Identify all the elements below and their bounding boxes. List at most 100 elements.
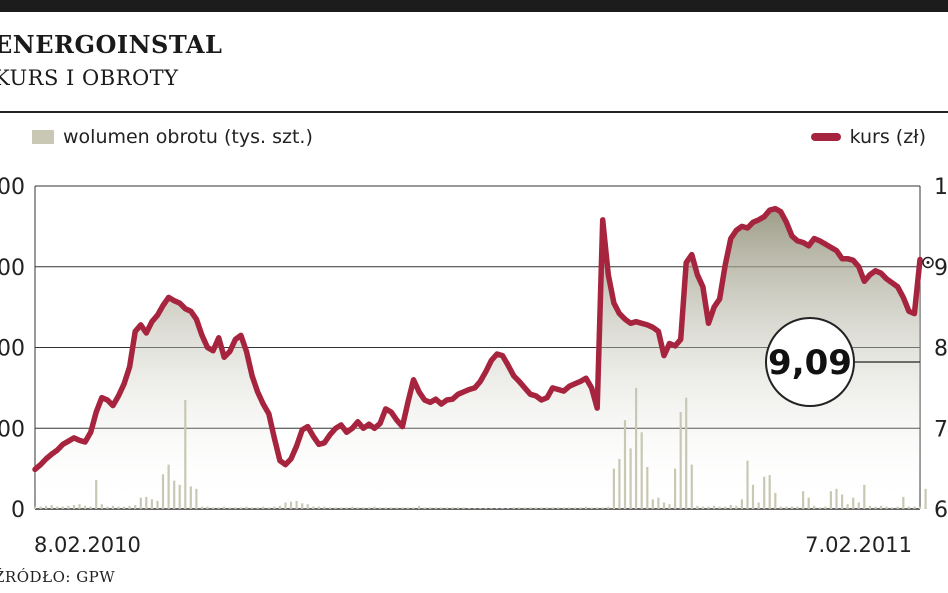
- volume-bar: [434, 507, 437, 509]
- volume-bar: [468, 508, 471, 509]
- volume-bar: [863, 484, 866, 509]
- volume-bar: [768, 475, 771, 509]
- volume-bar: [529, 507, 532, 509]
- volume-bar: [445, 507, 448, 509]
- volume-bar: [818, 507, 821, 509]
- volume-bar: [590, 507, 593, 509]
- volume-bar: [189, 486, 192, 509]
- left-axis-tick: 100: [0, 417, 25, 442]
- volume-swatch: [32, 130, 54, 144]
- volume-bar: [72, 505, 76, 509]
- volume-bar: [668, 504, 671, 509]
- volume-bar: [891, 507, 894, 509]
- volume-bar: [701, 506, 704, 509]
- volume-bar: [239, 507, 242, 509]
- volume-bar: [779, 506, 782, 509]
- volume-bar: [56, 506, 59, 509]
- chart-subtitle: KURS I OBROTY: [0, 66, 179, 90]
- volume-bar: [61, 506, 64, 509]
- volume-bar: [312, 506, 315, 509]
- volume-bar: [835, 488, 838, 509]
- volume-bar: [484, 508, 487, 509]
- price-callout: 9,09: [765, 317, 920, 407]
- volume-bar: [317, 506, 320, 509]
- volume-bar: [829, 491, 832, 509]
- volume-bar: [95, 479, 98, 509]
- volume-bar: [284, 502, 287, 509]
- volume-bar: [67, 505, 70, 509]
- volume-bar: [868, 505, 871, 509]
- volume-bar: [406, 507, 409, 509]
- volume-bar: [356, 507, 359, 509]
- top-bar: [0, 0, 948, 12]
- legend-price-label: kurs (zł): [849, 126, 926, 148]
- volume-bar: [184, 400, 187, 509]
- volume-bar: [774, 492, 777, 509]
- callout-circle: [765, 317, 855, 407]
- volume-bar: [423, 507, 426, 509]
- volume-bar: [245, 506, 248, 509]
- volume-bar: [106, 506, 109, 509]
- volume-bar: [328, 507, 332, 509]
- volume-bar: [584, 506, 588, 509]
- volume-bar: [807, 497, 810, 509]
- volume-bar: [696, 505, 699, 509]
- volume-bar: [885, 506, 888, 509]
- volume-bar: [657, 497, 660, 509]
- volume-bar: [690, 464, 693, 509]
- volume-bar: [635, 387, 638, 509]
- left-axis-tick: 200: [0, 337, 25, 362]
- volume-bar: [551, 507, 554, 509]
- last-price-marker-dot: [926, 260, 930, 264]
- volume-bar: [824, 506, 827, 509]
- volume-bar: [601, 507, 604, 509]
- volume-bar: [462, 507, 465, 509]
- volume-bar: [111, 505, 114, 509]
- volume-bar: [278, 505, 281, 509]
- right-axis-tick: 9: [934, 256, 948, 281]
- volume-bar: [401, 507, 404, 509]
- left-axis-tick: 0: [11, 498, 25, 523]
- source-note: ŹRÓDŁO: GPW: [0, 568, 116, 586]
- volume-bar: [640, 432, 643, 509]
- volume-bar: [501, 508, 504, 509]
- volume-bar: [78, 504, 81, 509]
- volume-bar: [662, 502, 666, 509]
- right-axis-tick: 6: [934, 498, 948, 523]
- volume-bar: [562, 507, 565, 509]
- axes: 0 100 200 300 400 6 7 8 9 10 8.02.2010 7.02.2011: [0, 175, 948, 557]
- volume-bar: [612, 468, 615, 509]
- legend-volume: wolumen obrotu (tys. szt.): [32, 126, 313, 148]
- volume-bar: [256, 507, 259, 509]
- volume-bar: [289, 501, 293, 509]
- volume-bar: [139, 497, 142, 509]
- volume-bar: [596, 507, 599, 509]
- price-swatch: [810, 133, 841, 141]
- volume-bar: [362, 507, 365, 509]
- volume-bar: [685, 397, 688, 509]
- volume-bar: [134, 505, 137, 509]
- volume-bar: [128, 505, 131, 509]
- volume-bar: [913, 506, 916, 509]
- volume-bar: [345, 507, 348, 509]
- volume-bar: [251, 507, 254, 509]
- volume-bar: [473, 508, 476, 509]
- volume-bar: [579, 507, 582, 509]
- volume-bar: [45, 505, 48, 509]
- volume-bar: [679, 412, 682, 509]
- volume-bar: [607, 506, 610, 509]
- volume-bar: [178, 484, 181, 509]
- volume-bar: [785, 506, 788, 509]
- volume-bar: [217, 507, 220, 509]
- volume-bar: [729, 505, 732, 509]
- callout-value: 9,09: [768, 343, 852, 383]
- left-axis-tick: 300: [0, 256, 25, 281]
- volume-bar: [440, 507, 443, 509]
- volume-bar: [646, 467, 649, 509]
- x-axis-end-label: 7.02.2011: [805, 533, 912, 557]
- volume-bar: [813, 505, 816, 509]
- volume-bar: [802, 491, 805, 509]
- right-axis-tick: 7: [934, 417, 948, 442]
- volume-bar: [907, 506, 910, 509]
- volume-bar: [340, 507, 343, 509]
